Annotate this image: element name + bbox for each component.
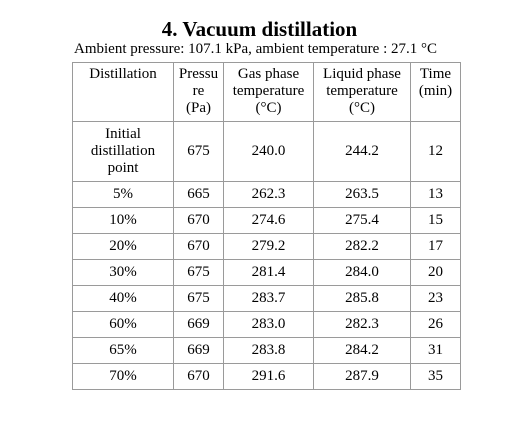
cell-pressure: 669 (173, 337, 224, 364)
table-row: 60% 669 283.0 282.3 26 (72, 311, 461, 338)
cell-distillation: 5% (72, 181, 174, 208)
cell-pressure: 670 (173, 233, 224, 260)
cell-distillation: 30% (72, 259, 174, 286)
cell-time: 26 (410, 311, 461, 338)
cell-distillation: Initial distillation point (72, 121, 174, 182)
cell-gas-temperature: 283.7 (223, 285, 314, 312)
cell-distillation: 10% (72, 207, 174, 234)
table-row: 10% 670 274.6 275.4 15 (72, 207, 461, 234)
header-pressure: Pressu re (Pa) (173, 62, 224, 122)
table-row: 65% 669 283.8 284.2 31 (72, 337, 461, 364)
cell-time: 23 (410, 285, 461, 312)
header-line: Liquid phase (323, 66, 401, 82)
header-line: temperature (232, 83, 305, 99)
cell-gas-temperature: 291.6 (223, 363, 314, 390)
cell-line: Initial (105, 126, 141, 142)
cell-time: 13 (410, 181, 461, 208)
cell-pressure: 670 (173, 207, 224, 234)
cell-liquid-temperature: 244.2 (313, 121, 411, 182)
cell-liquid-temperature: 284.0 (313, 259, 411, 286)
cell-time: 15 (410, 207, 461, 234)
table-row: Initial distillation point 675 240.0 244… (72, 121, 461, 182)
header-line: Distillation (89, 66, 157, 82)
cell-distillation: 60% (72, 311, 174, 338)
cell-pressure: 675 (173, 121, 224, 182)
header-line: (°C) (349, 100, 375, 116)
header-line: (min) (418, 83, 453, 99)
cell-liquid-temperature: 282.2 (313, 233, 411, 260)
cell-gas-temperature: 274.6 (223, 207, 314, 234)
distillation-table: Distillation Pressu re (Pa) Gas phase te… (72, 62, 461, 390)
cell-distillation: 65% (72, 337, 174, 364)
header-distillation: Distillation (72, 62, 174, 122)
cell-gas-temperature: 283.0 (223, 311, 314, 338)
header-line: Gas phase (237, 66, 300, 82)
table-row: 20% 670 279.2 282.2 17 (72, 233, 461, 260)
cell-liquid-temperature: 287.9 (313, 363, 411, 390)
header-time: Time (min) (410, 62, 461, 122)
header-line: re (192, 83, 205, 99)
cell-distillation: 70% (72, 363, 174, 390)
header-line: temperature (326, 83, 398, 99)
table-row: 70% 670 291.6 287.9 35 (72, 363, 461, 390)
cell-pressure: 675 (173, 285, 224, 312)
table-header-row: Distillation Pressu re (Pa) Gas phase te… (72, 62, 461, 122)
cell-gas-temperature: 262.3 (223, 181, 314, 208)
cell-gas-temperature: 279.2 (223, 233, 314, 260)
table-row: 5% 665 262.3 263.5 13 (72, 181, 461, 208)
cell-line: distillation (90, 143, 156, 159)
header-gas-phase-temperature: Gas phase temperature (°C) (223, 62, 314, 122)
cell-pressure: 670 (173, 363, 224, 390)
cell-gas-temperature: 240.0 (223, 121, 314, 182)
cell-pressure: 675 (173, 259, 224, 286)
header-line: (Pa) (186, 100, 211, 116)
header-line: (°C) (255, 100, 282, 116)
cell-liquid-temperature: 284.2 (313, 337, 411, 364)
cell-gas-temperature: 283.8 (223, 337, 314, 364)
cell-distillation: 20% (72, 233, 174, 260)
page-title: 4. Vacuum distillation (161, 17, 358, 41)
cell-pressure: 669 (173, 311, 224, 338)
header-line: Time (419, 66, 452, 82)
cell-liquid-temperature: 263.5 (313, 181, 411, 208)
cell-pressure: 665 (173, 181, 224, 208)
cell-liquid-temperature: 285.8 (313, 285, 411, 312)
header-liquid-phase-temperature: Liquid phase temperature (°C) (313, 62, 411, 122)
cell-time: 20 (410, 259, 461, 286)
cell-gas-temperature: 281.4 (223, 259, 314, 286)
cell-distillation: 40% (72, 285, 174, 312)
cell-liquid-temperature: 282.3 (313, 311, 411, 338)
ambient-conditions: Ambient pressure: 107.1 kPa, ambient tem… (74, 41, 438, 57)
cell-time: 17 (410, 233, 461, 260)
cell-time: 31 (410, 337, 461, 364)
cell-liquid-temperature: 275.4 (313, 207, 411, 234)
cell-line: point (107, 160, 139, 176)
table-row: 40% 675 283.7 285.8 23 (72, 285, 461, 312)
cell-time: 35 (410, 363, 461, 390)
table-row: 30% 675 281.4 284.0 20 (72, 259, 461, 286)
cell-time: 12 (410, 121, 461, 182)
header-line: Pressu (178, 66, 219, 82)
